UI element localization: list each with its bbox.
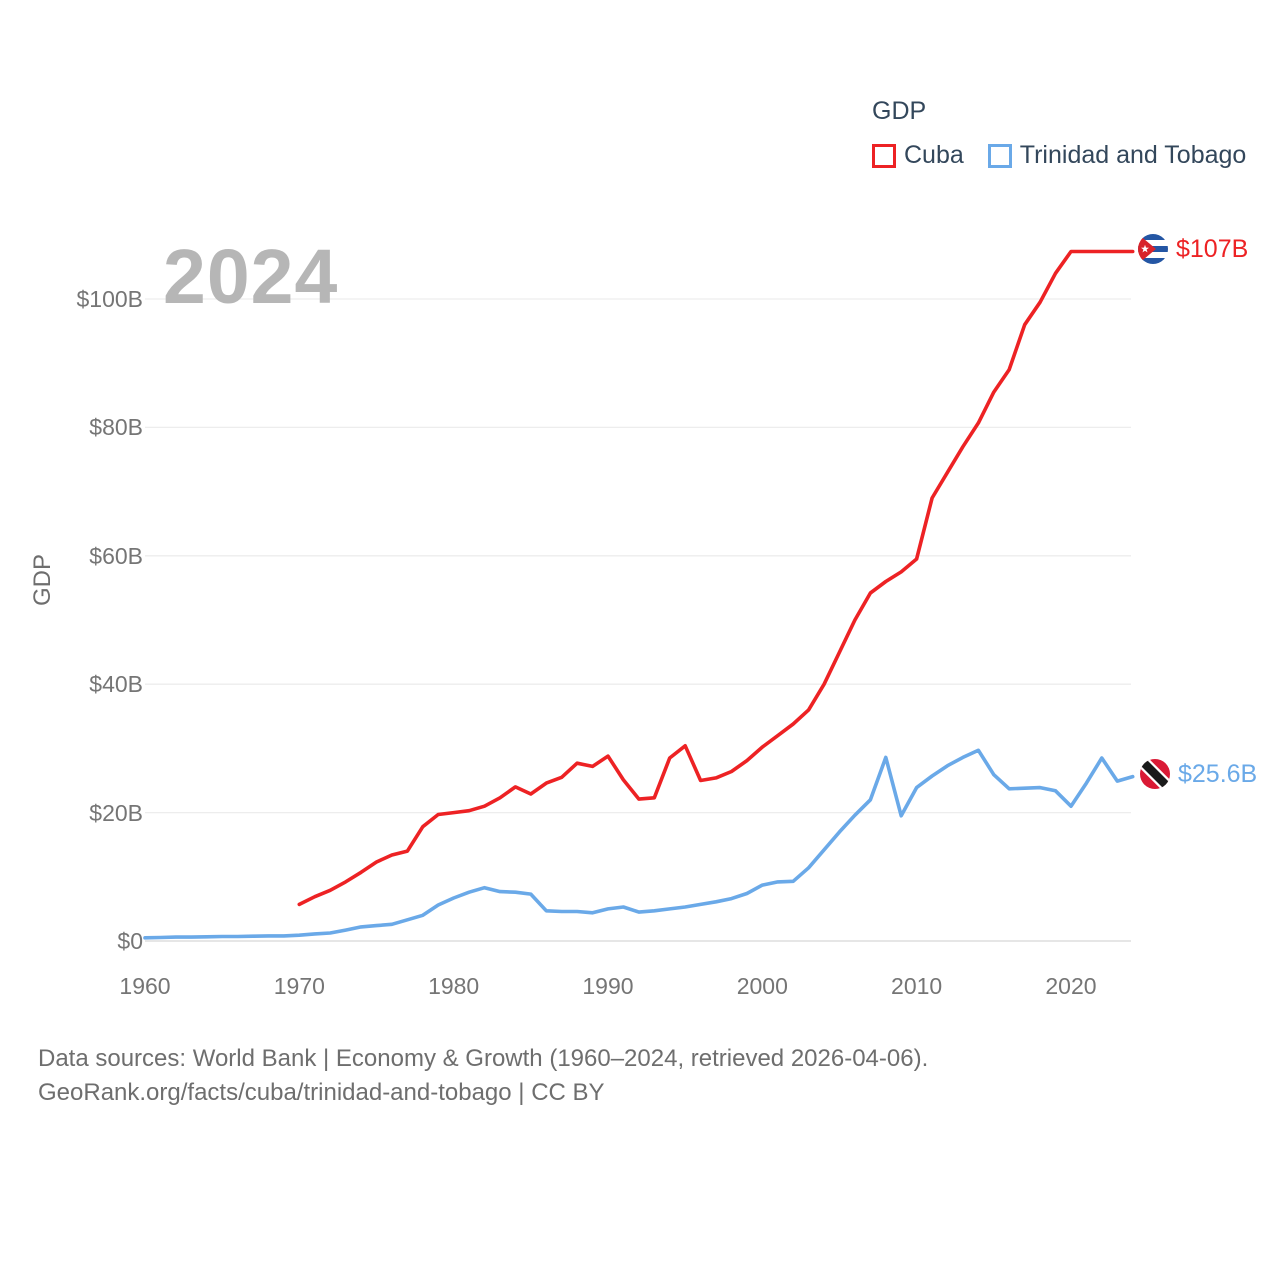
trinidad-and-tobago-end-label: $25.6B: [1140, 759, 1257, 789]
data-sources-line: Data sources: World Bank | Economy & Gro…: [38, 1045, 929, 1072]
cuba-flag-icon: [1138, 234, 1168, 264]
y-axis-tick-label: $20B: [89, 799, 143, 826]
y-axis-tick-label: $0: [117, 928, 143, 954]
y-axis-tick-label: $40B: [89, 671, 143, 698]
year-watermark: 2024: [163, 234, 339, 320]
legend-item-trinidad-and-tobago[interactable]: Trinidad and Tobago: [987, 141, 1247, 170]
legend: GDP Cuba Trinidad and Tobago: [872, 97, 1246, 170]
legend-item-cuba[interactable]: Cuba: [872, 141, 964, 170]
x-axis-tick-label: 2010: [891, 973, 943, 999]
x-axis-tick-label: 2000: [736, 973, 788, 999]
legend-items: Cuba Trinidad and Tobago: [872, 141, 1246, 170]
attribution: Data sources: World Bank | Economy & Gro…: [38, 1042, 928, 1110]
x-axis-tick-label: 1960: [119, 973, 171, 999]
source-url-line: GeoRank.org/facts/cuba/trinidad-and-toba…: [38, 1079, 605, 1106]
y-axis-tick-label: $100B: [76, 286, 143, 312]
y-axis-tick-label: $80B: [89, 414, 143, 441]
cuba-end-value: $107B: [1176, 234, 1249, 263]
x-axis-tick-label: 2020: [1045, 973, 1097, 999]
x-axis-tick-label: 1990: [582, 973, 634, 999]
cuba-end-label: $107B: [1138, 234, 1248, 264]
trinidad-and-tobago-flag-icon: [1140, 759, 1170, 789]
cuba-series-swatch: [872, 143, 896, 168]
y-axis-tick-label: $60B: [89, 542, 143, 569]
trinidad-and-tobago-end-value: $25.6B: [1178, 759, 1258, 788]
trinidad-and-tobago-series-swatch: [987, 143, 1012, 168]
legend-item-label: Cuba: [904, 141, 964, 169]
legend-item-label: Trinidad and Tobago: [1019, 141, 1247, 169]
x-axis-tick-label: 1980: [428, 973, 480, 999]
legend-title: GDP: [872, 97, 927, 125]
x-axis-tick-label: 1970: [273, 973, 325, 999]
